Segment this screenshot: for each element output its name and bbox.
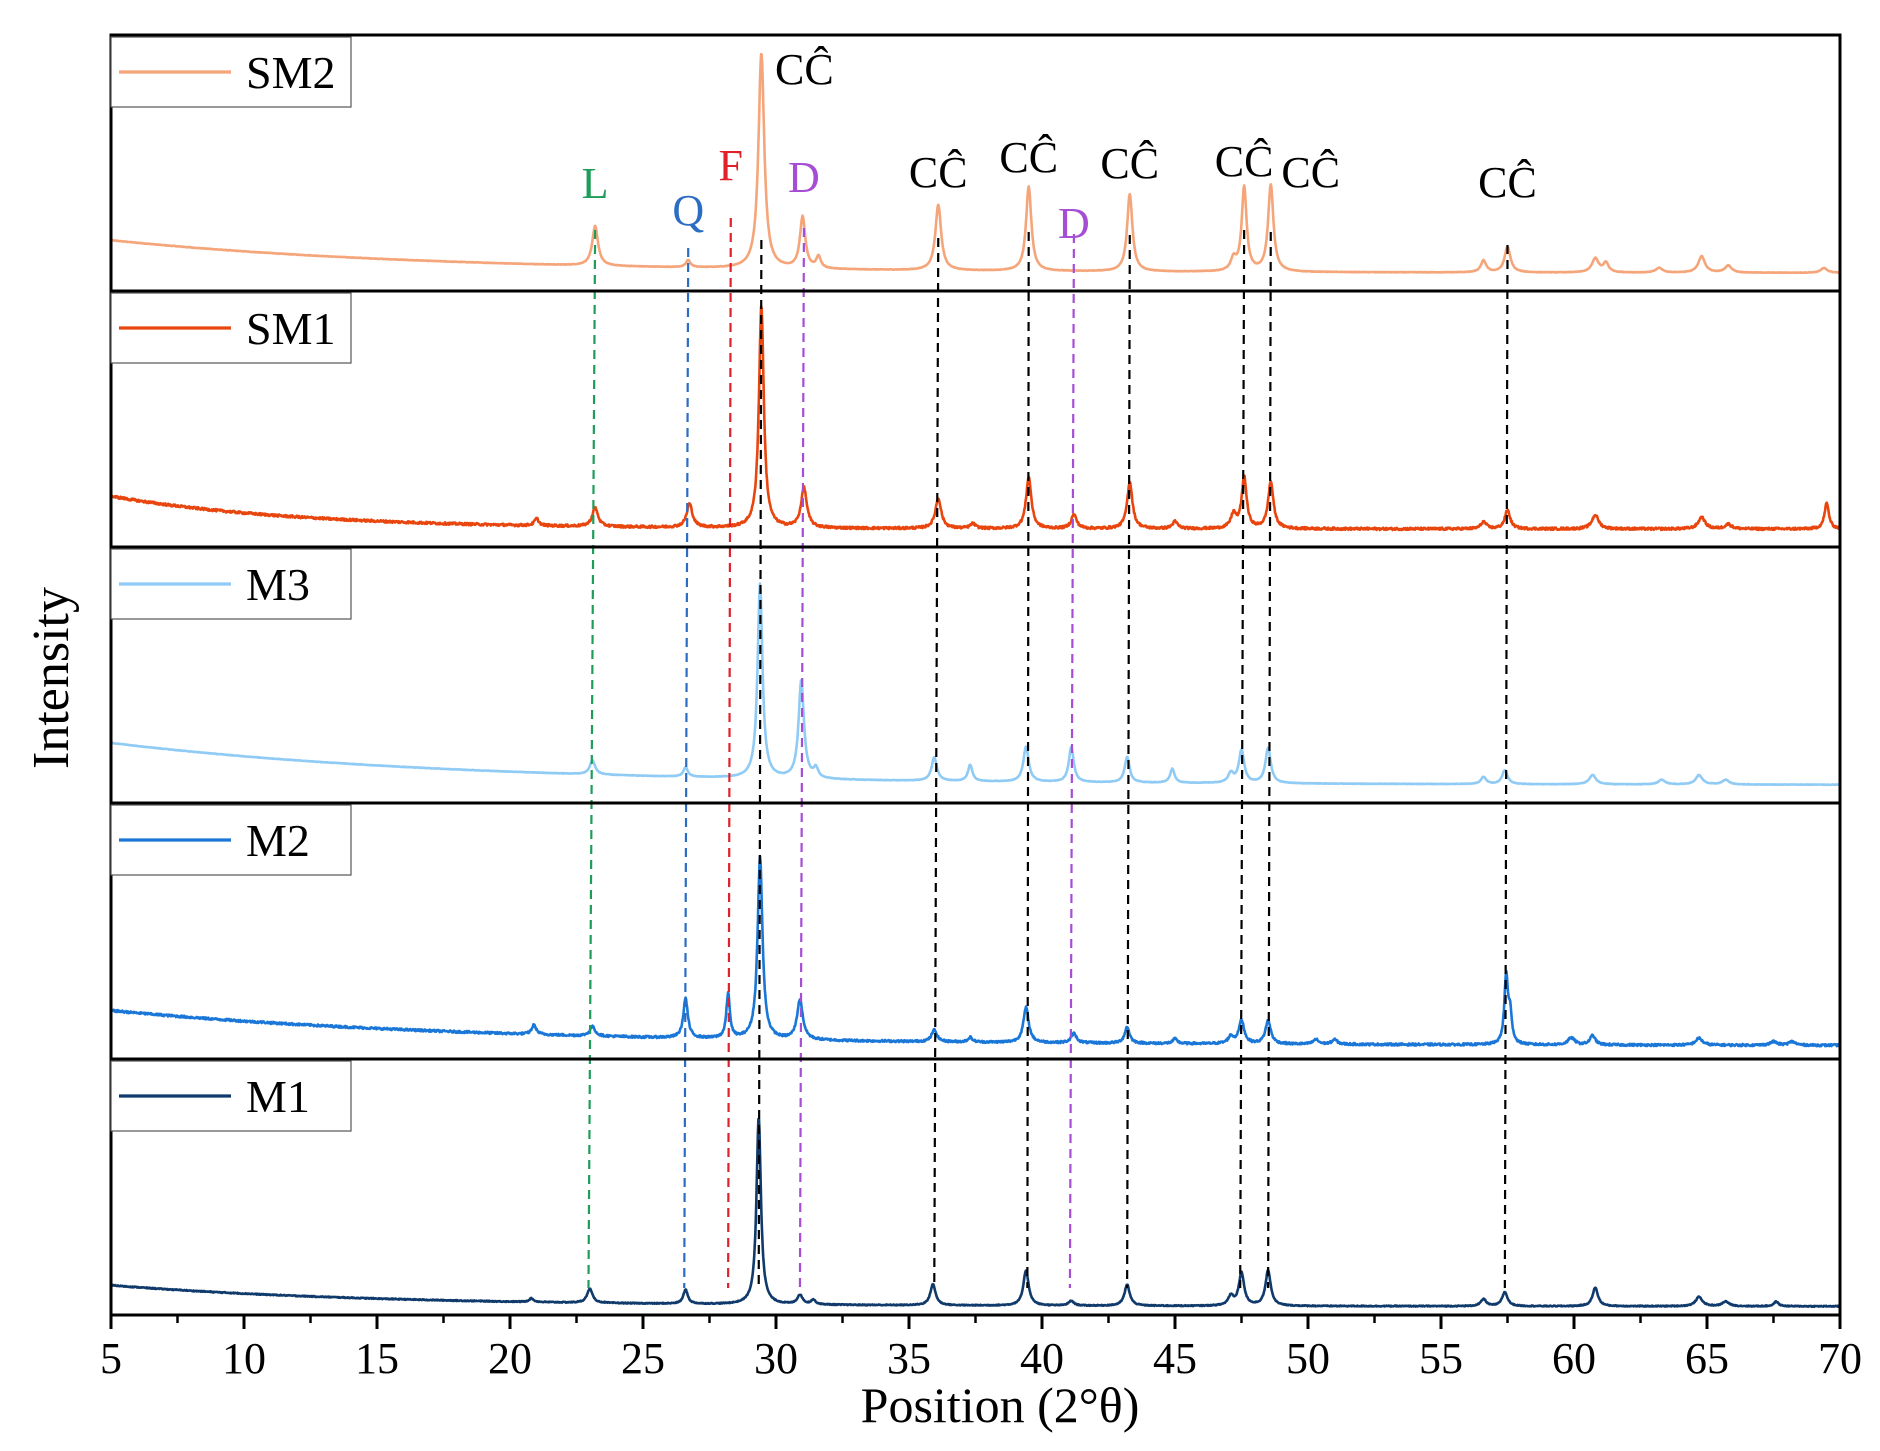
x-tick-label: 25 <box>621 1334 665 1383</box>
x-axis-title: Position (2°θ) <box>861 1377 1140 1433</box>
y-axis-title: Intensity <box>23 587 80 769</box>
peak-label-cc-3: CĈ <box>775 45 834 94</box>
peak-label-cc-8: CĈ <box>1100 139 1159 188</box>
peak-label-l-0: L <box>582 159 609 208</box>
x-tick-label: 15 <box>355 1334 399 1383</box>
plot-frame <box>109 33 1842 1317</box>
legend-label: M2 <box>246 815 310 866</box>
x-tick-label: 40 <box>1020 1334 1064 1383</box>
x-tick-label: 20 <box>488 1334 532 1383</box>
peak-label-d-7: D <box>1058 199 1090 248</box>
ref-line-cc-10 <box>1266 231 1272 1289</box>
legend-label: SM2 <box>246 47 335 98</box>
peak-label-cc-10: CĈ <box>1281 148 1340 197</box>
legend-label: SM1 <box>246 303 335 354</box>
legend-label: M1 <box>246 1071 310 1122</box>
legend-sm2: SM2 <box>110 36 352 108</box>
ref-line-cc-3 <box>757 239 763 1289</box>
peak-label-cc-6: CĈ <box>999 133 1058 182</box>
plot-border <box>109 33 1842 1317</box>
ref-line-d-4 <box>798 227 806 1289</box>
peak-label-d-4: D <box>788 153 820 202</box>
x-axis: 5 10 15 20 25 30 35 40 45 50 55 60 65 70 <box>100 1315 1862 1383</box>
x-tick-label: 45 <box>1153 1334 1197 1383</box>
x-tick-label: 55 <box>1419 1334 1463 1383</box>
x-tick-label: 30 <box>754 1334 798 1383</box>
ref-line-q-1 <box>683 247 690 1289</box>
x-tick-label: 65 <box>1685 1334 1729 1383</box>
x-tick-label: 70 <box>1818 1334 1862 1383</box>
series-line-sm2 <box>110 52 1841 275</box>
legend-m2: M2 <box>110 804 352 876</box>
series-lines <box>110 52 1842 1308</box>
peak-label-cc-9: CĈ <box>1215 137 1274 186</box>
x-tick-label: 50 <box>1286 1334 1330 1383</box>
ref-line-f-2 <box>727 217 732 1289</box>
ref-line-cc-6 <box>1026 231 1030 1289</box>
peak-label-q-1: Q <box>672 186 704 235</box>
legend-m3: M3 <box>110 548 352 620</box>
peak-label-f-2: F <box>719 141 743 190</box>
series-line-m2 <box>110 854 1841 1048</box>
x-tick-label: 60 <box>1552 1334 1596 1383</box>
x-tick-label: 10 <box>222 1334 266 1383</box>
series-line-m3 <box>110 582 1841 787</box>
ref-line-cc-9 <box>1239 229 1246 1289</box>
legend-sm1: SM1 <box>110 292 352 364</box>
legend-label: M3 <box>246 559 310 610</box>
peak-label-cc-5: CĈ <box>909 148 968 197</box>
ref-line-cc-5 <box>933 237 940 1289</box>
x-tick-label: 5 <box>100 1334 122 1383</box>
ref-line-cc-11 <box>1503 244 1509 1289</box>
x-tick-label: 35 <box>887 1334 931 1383</box>
legend-m1: M1 <box>110 1060 352 1132</box>
reference-lines <box>587 217 1509 1289</box>
series-line-m1 <box>110 1117 1841 1308</box>
series-line-sm1 <box>110 305 1842 532</box>
ref-line-d-7 <box>1068 233 1076 1289</box>
legends: SM2 SM1 M3 M2 M1 <box>110 36 352 1132</box>
ref-line-cc-8 <box>1126 234 1131 1289</box>
ref-line-l-0 <box>587 229 597 1289</box>
peak-label-cc-11: CĈ <box>1478 158 1537 207</box>
